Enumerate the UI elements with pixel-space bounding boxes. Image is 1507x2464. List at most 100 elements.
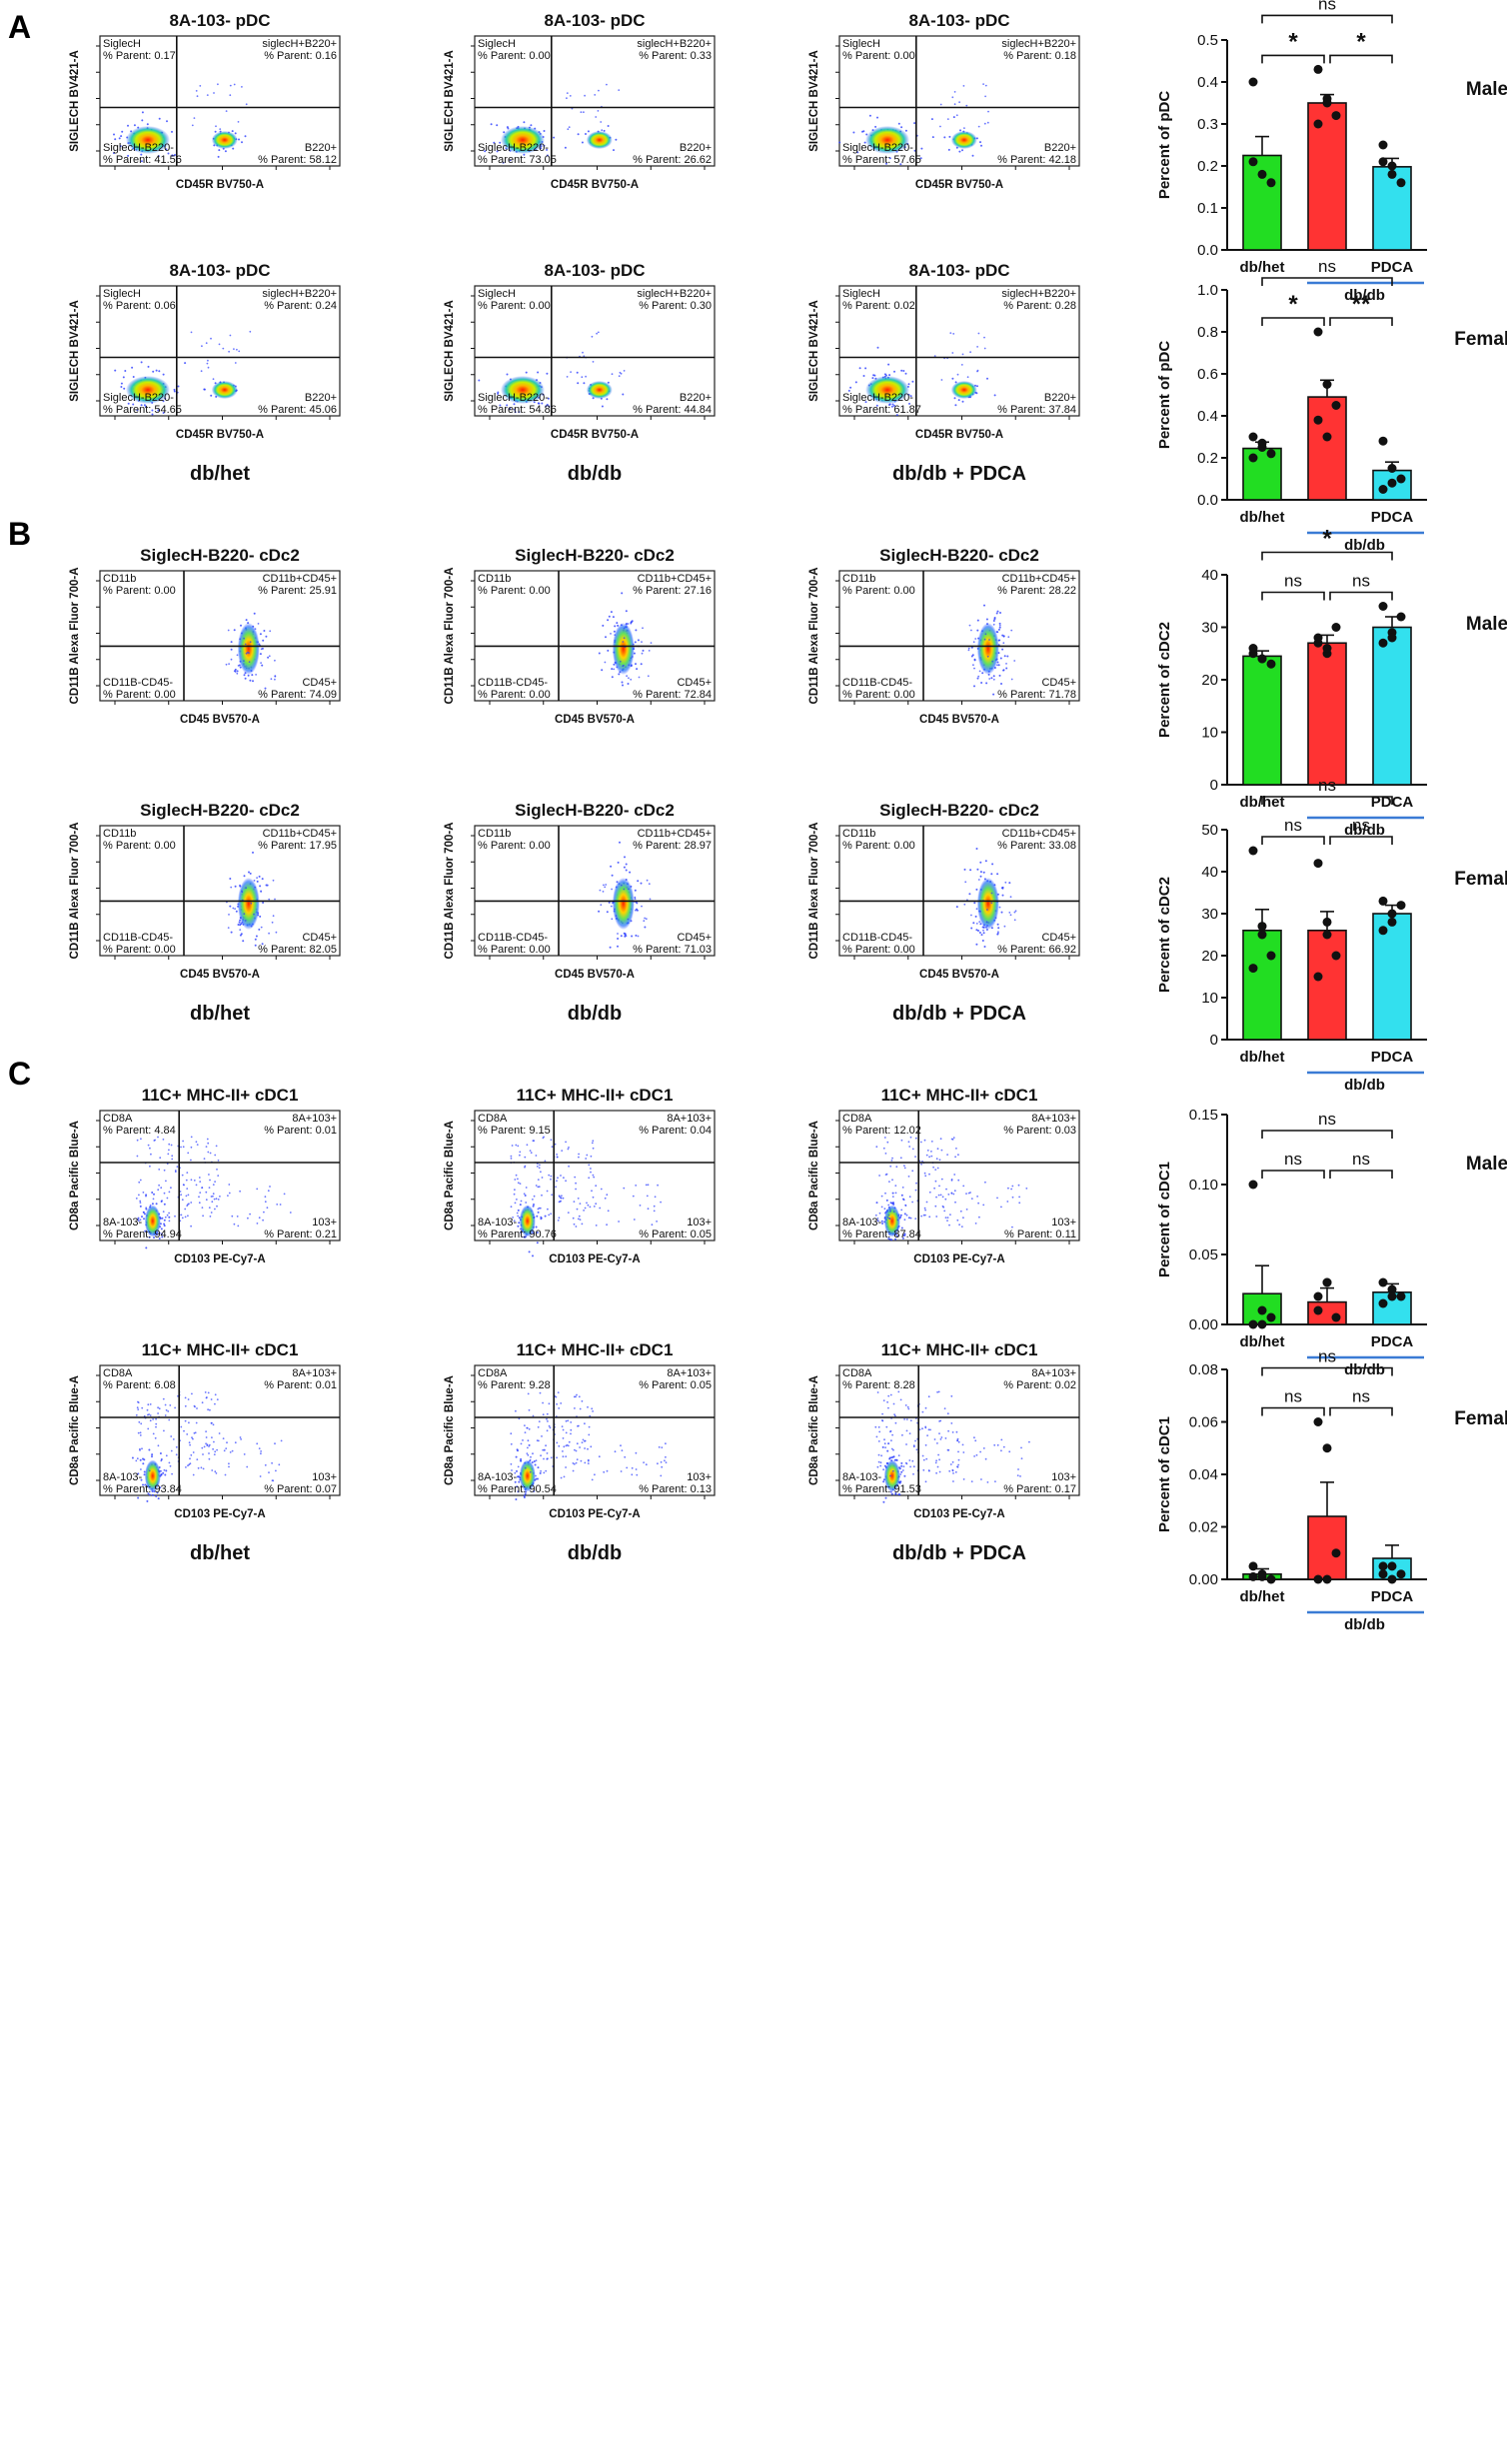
- flow-title: 8A-103- pDC: [544, 261, 645, 280]
- scatter-dot: [934, 1169, 937, 1171]
- scatter-dot: [249, 872, 252, 875]
- scatter-dot: [953, 397, 956, 400]
- scatter-dot: [163, 1192, 166, 1195]
- scatter-dot: [915, 1182, 917, 1185]
- scatter-dot: [570, 371, 572, 373]
- scatter-dot: [264, 1463, 267, 1466]
- scatter-dot: [532, 1452, 534, 1455]
- scatter-dot: [499, 404, 502, 407]
- scatter-dot: [249, 641, 252, 644]
- scatter-dot: [1006, 1201, 1009, 1203]
- quadrant-tl-pct: % Parent: 6.08: [103, 1379, 176, 1391]
- scatter-dot: [171, 1472, 174, 1475]
- scatter-dot: [180, 1194, 183, 1197]
- scatter-dot: [975, 888, 978, 891]
- scatter-dot: [165, 148, 168, 151]
- scatter-dot: [911, 1170, 914, 1173]
- scatter-dot: [886, 1141, 889, 1144]
- scatter-dot: [168, 1143, 171, 1146]
- scatter-dot: [877, 1425, 880, 1428]
- scatter-dot: [155, 1425, 157, 1428]
- scatter-dot: [133, 124, 136, 127]
- scatter-dot: [139, 1179, 142, 1182]
- scatter-dot: [637, 639, 640, 642]
- scatter-dot: [137, 1472, 140, 1475]
- scatter-dot: [137, 1408, 140, 1410]
- scatter-dot: [970, 927, 973, 930]
- quadrant-br-pct: % Parent: 0.11: [1004, 1229, 1076, 1240]
- scatter-dot: [239, 884, 241, 887]
- scatter-dot: [887, 1442, 890, 1445]
- scatter-dot: [541, 1435, 543, 1437]
- quadrant-br-name: B220+: [305, 142, 337, 154]
- scatter-dot: [854, 381, 857, 384]
- scatter-dot: [239, 638, 242, 641]
- bar-x-label-het: db/het: [1240, 1049, 1285, 1066]
- population-cd45: [237, 623, 260, 675]
- scatter-dot: [640, 663, 643, 666]
- sig-label: ns: [1352, 1150, 1370, 1169]
- scatter-dot: [973, 1436, 975, 1439]
- scatter-dot: [595, 1225, 598, 1227]
- flow-x-label: CD45 BV570-A: [919, 969, 999, 981]
- scatter-dot: [209, 1216, 212, 1218]
- scatter-dot: [148, 1448, 151, 1451]
- scatter-dot: [927, 1428, 930, 1431]
- bar-mean: [1307, 642, 1347, 786]
- bar-y-tick-label: 40: [1201, 864, 1218, 881]
- data-point: [1378, 157, 1388, 167]
- scatter-dot: [998, 639, 1001, 642]
- scatter-dot: [955, 1430, 958, 1433]
- flow-frame: [474, 1110, 716, 1241]
- scatter-dot: [606, 1224, 608, 1227]
- scatter-dot: [274, 675, 277, 677]
- scatter-dot: [864, 401, 867, 404]
- scatter-dot: [516, 1469, 518, 1472]
- quadrant-tr-pct: % Parent: 27.16: [633, 585, 712, 597]
- scatter-dot: [657, 1462, 659, 1465]
- scatter-dot: [894, 1237, 897, 1240]
- scatter-dot: [548, 405, 551, 408]
- scatter-dot: [560, 1402, 563, 1404]
- scatter-dot: [970, 1480, 973, 1482]
- quadrant-tl-pct: % Parent: 12.02: [842, 1125, 921, 1137]
- scatter-dot: [613, 668, 616, 671]
- scatter-dot: [566, 376, 569, 378]
- scatter-dot: [956, 1465, 959, 1468]
- scatter-dot: [256, 1188, 259, 1191]
- scatter-dot: [937, 1453, 939, 1456]
- data-point: [1266, 659, 1276, 669]
- scatter-dot: [602, 624, 605, 627]
- scatter-dot: [140, 361, 143, 364]
- scatter-dot: [570, 1428, 573, 1431]
- population-b220: [586, 131, 613, 149]
- scatter-dot: [269, 630, 272, 633]
- scatter-dot: [883, 1137, 886, 1139]
- scatter-dot: [955, 906, 958, 909]
- scatter-dot: [592, 1147, 595, 1150]
- data-point: [1387, 169, 1397, 179]
- scatter-dot: [921, 1427, 923, 1430]
- scatter-dot: [187, 1215, 189, 1218]
- quadrant-tl-pct: % Parent: 0.06: [103, 300, 176, 312]
- scatter-dot: [1005, 667, 1008, 670]
- scatter-dot: [208, 1457, 211, 1460]
- scatter-dot: [210, 1196, 213, 1198]
- scatter-dot: [905, 1429, 908, 1432]
- scatter-dot: [614, 634, 617, 636]
- scatter-dot: [556, 1180, 558, 1183]
- data-point: [1257, 654, 1267, 664]
- scatter-dot: [538, 1167, 541, 1170]
- scatter-dot: [179, 1191, 182, 1193]
- scatter-dot: [163, 1219, 166, 1222]
- flow-frame: [99, 1110, 341, 1241]
- scatter-dot: [202, 1467, 205, 1470]
- scatter-dot: [1013, 919, 1016, 922]
- condition-label: db/db: [568, 1003, 622, 1025]
- quadrant-br-name: 103+: [1051, 1471, 1076, 1483]
- scatter-dot: [985, 926, 987, 929]
- scatter-dot: [210, 1212, 213, 1214]
- scatter-dot: [903, 1167, 906, 1170]
- scatter-dot: [122, 376, 125, 379]
